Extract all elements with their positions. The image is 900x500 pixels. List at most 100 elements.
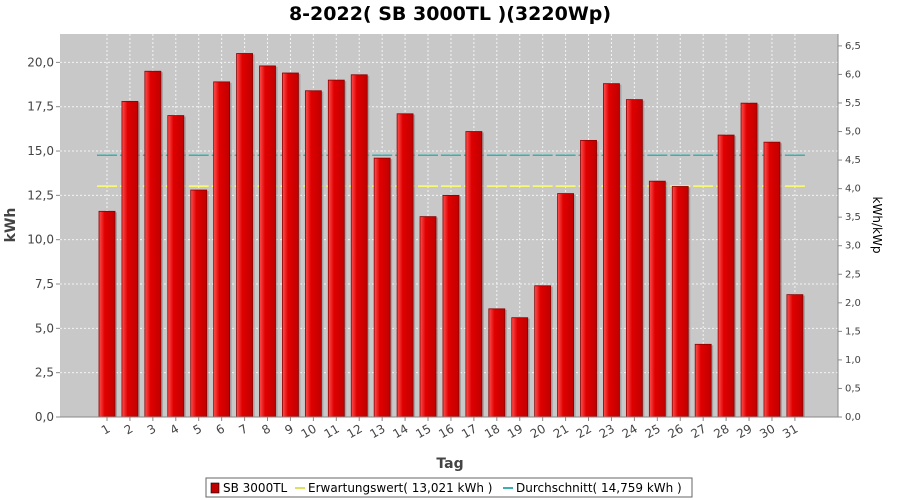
y-right-tick-label: 1,5 xyxy=(845,326,861,337)
bar xyxy=(259,65,276,418)
x-tick-label: 21 xyxy=(551,421,571,441)
y-tick-label: 12,5 xyxy=(27,188,54,202)
x-tick-label: 28 xyxy=(711,421,731,441)
y-right-tick-label: 4,5 xyxy=(845,155,861,166)
bar xyxy=(488,308,506,418)
bars xyxy=(98,53,805,418)
bar xyxy=(580,139,597,418)
bar xyxy=(511,317,529,418)
y-right-tick-label: 6,0 xyxy=(845,69,861,80)
x-tick-label: 6 xyxy=(214,421,228,437)
legend-label-expected: Erwartungswert( 13,021 kWh ) xyxy=(308,481,492,495)
x-tick-label: 20 xyxy=(528,421,548,441)
y-axis-right-label: kWh/kWp xyxy=(870,197,884,254)
bar xyxy=(98,210,116,418)
x-tick-label: 2 xyxy=(122,421,136,437)
y-right-tick-label: 3,0 xyxy=(845,241,861,252)
bar xyxy=(236,53,253,418)
x-tick-label: 26 xyxy=(666,421,686,441)
x-tick-label: 19 xyxy=(505,421,525,441)
x-tick-label: 14 xyxy=(390,421,410,441)
bar xyxy=(350,74,368,418)
x-tick-label: 18 xyxy=(482,421,502,441)
x-tick-label: 4 xyxy=(168,421,182,437)
bar xyxy=(419,216,437,418)
bar xyxy=(625,99,643,418)
y-axis-ticks: 0,0 2,5 5,0 7,5 10,0 12,5 15,0 17,5 20,0 xyxy=(27,55,60,424)
x-axis-label: Tag xyxy=(436,456,463,472)
y-right-tick-label: 1,0 xyxy=(845,355,861,366)
bar xyxy=(167,115,185,418)
x-tick-label: 25 xyxy=(643,421,663,441)
x-tick-label: 13 xyxy=(367,421,387,441)
y-tick-label: 17,5 xyxy=(27,100,54,114)
y-tick-label: 5,0 xyxy=(35,321,54,335)
bar xyxy=(763,141,781,418)
y-tick-label: 0,0 xyxy=(35,410,54,424)
x-tick-label: 10 xyxy=(299,421,319,441)
bar xyxy=(694,343,712,418)
y-axis-label: kWh xyxy=(3,208,19,243)
y-right-tick-label: 6,5 xyxy=(845,41,861,52)
x-tick-label: 23 xyxy=(597,421,617,441)
legend-swatch-bars xyxy=(210,482,220,494)
x-tick-label: 3 xyxy=(145,421,159,437)
y-right-tick-label: 0,5 xyxy=(845,383,861,394)
x-tick-label: 17 xyxy=(459,421,479,441)
bar xyxy=(442,194,460,418)
x-tick-label: 8 xyxy=(259,421,273,437)
legend-box xyxy=(205,477,693,498)
bar xyxy=(144,70,162,418)
y-right-tick-label: 5,0 xyxy=(845,127,861,138)
x-tick-label: 1 xyxy=(99,421,113,437)
bar xyxy=(465,131,483,418)
bar xyxy=(786,294,804,418)
bar xyxy=(304,90,322,418)
bar xyxy=(671,186,689,418)
y-right-tick-label: 3,5 xyxy=(845,212,861,223)
y-right-tick-label: 2,5 xyxy=(845,269,861,280)
x-tick-label: 5 xyxy=(191,421,205,437)
x-tick-label: 12 xyxy=(344,421,364,441)
y-axis-right-ticks: 0,0 0,5 1,0 1,5 2,0 2,5 3,0 3,5 4,0 4,5 5,0 5,5 6,0 6… xyxy=(838,41,861,423)
legend: SB 3000TL Erwartungswert( 13,021 kWh ) D… xyxy=(205,477,693,498)
x-tick-label: 9 xyxy=(282,421,296,437)
bar xyxy=(396,113,414,418)
bar xyxy=(717,134,735,418)
x-tick-label: 29 xyxy=(734,421,754,441)
bar xyxy=(534,285,552,418)
bar xyxy=(121,100,139,418)
x-tick-label: 30 xyxy=(757,421,777,441)
bar xyxy=(213,81,231,418)
y-tick-label: 10,0 xyxy=(27,233,54,247)
x-tick-label: 7 xyxy=(236,421,250,437)
bar xyxy=(557,193,574,418)
bar xyxy=(740,102,758,418)
y-right-tick-label: 5,5 xyxy=(845,98,861,109)
y-tick-label: 15,0 xyxy=(27,144,54,158)
bar xyxy=(190,189,208,418)
x-tick-label: 22 xyxy=(574,421,594,441)
chart-title: 8-2022( SB 3000TL )(3220Wp) xyxy=(289,3,611,25)
bar xyxy=(282,72,299,418)
y-tick-label: 7,5 xyxy=(35,277,54,291)
x-tick-label: 16 xyxy=(436,421,456,441)
y-tick-label: 2,5 xyxy=(35,366,54,380)
x-axis-ticks: 1 2 3 4 5 6 7 8 9 10 11 12 13 14 15 16 17 18 19 20 21 22 23 24 2… xyxy=(99,417,800,441)
bar xyxy=(327,79,345,418)
bar xyxy=(373,157,391,418)
x-tick-label: 15 xyxy=(413,421,433,441)
bar xyxy=(648,180,666,418)
x-tick-label: 31 xyxy=(780,421,800,441)
y-right-tick-label: 4,0 xyxy=(845,184,861,195)
y-right-tick-label: 2,0 xyxy=(845,298,861,309)
y-right-tick-label: 0,0 xyxy=(845,412,861,423)
legend-label-bars: SB 3000TL xyxy=(223,481,288,495)
legend-label-average: Durchschnitt( 14,759 kWh ) xyxy=(516,481,682,495)
x-tick-label: 27 xyxy=(688,421,708,441)
bar xyxy=(603,83,620,418)
x-tick-label: 24 xyxy=(620,421,640,441)
y-tick-label: 20,0 xyxy=(27,55,54,69)
x-tick-label: 11 xyxy=(322,421,342,441)
